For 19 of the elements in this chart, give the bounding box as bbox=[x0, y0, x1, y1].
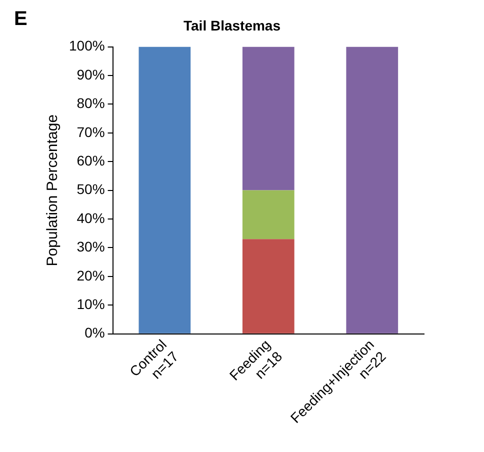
text: E bbox=[14, 8, 28, 31]
bar bbox=[242, 46, 294, 190]
bar bbox=[242, 190, 294, 240]
y-tick-label: 90% bbox=[76, 66, 105, 82]
y-tick-label: 40% bbox=[76, 210, 105, 226]
y-tick-label: 10% bbox=[76, 296, 105, 312]
bar bbox=[346, 46, 398, 334]
y-tick-label: 0% bbox=[84, 324, 105, 341]
y-tick-label: 70% bbox=[76, 124, 105, 140]
y-tick-label: 30% bbox=[76, 238, 105, 255]
y-tick-label: 20% bbox=[76, 267, 105, 284]
chart-title: Tail Blastemas bbox=[183, 17, 281, 34]
y-tick-label: 50% bbox=[76, 181, 105, 198]
y-axis-title: Population Percentage bbox=[44, 114, 62, 266]
y-tick-label: 100% bbox=[68, 38, 105, 54]
y-tick-label: 80% bbox=[76, 95, 105, 112]
bar bbox=[138, 46, 191, 334]
y-tick-label: 60% bbox=[76, 152, 105, 168]
bar bbox=[242, 239, 294, 334]
